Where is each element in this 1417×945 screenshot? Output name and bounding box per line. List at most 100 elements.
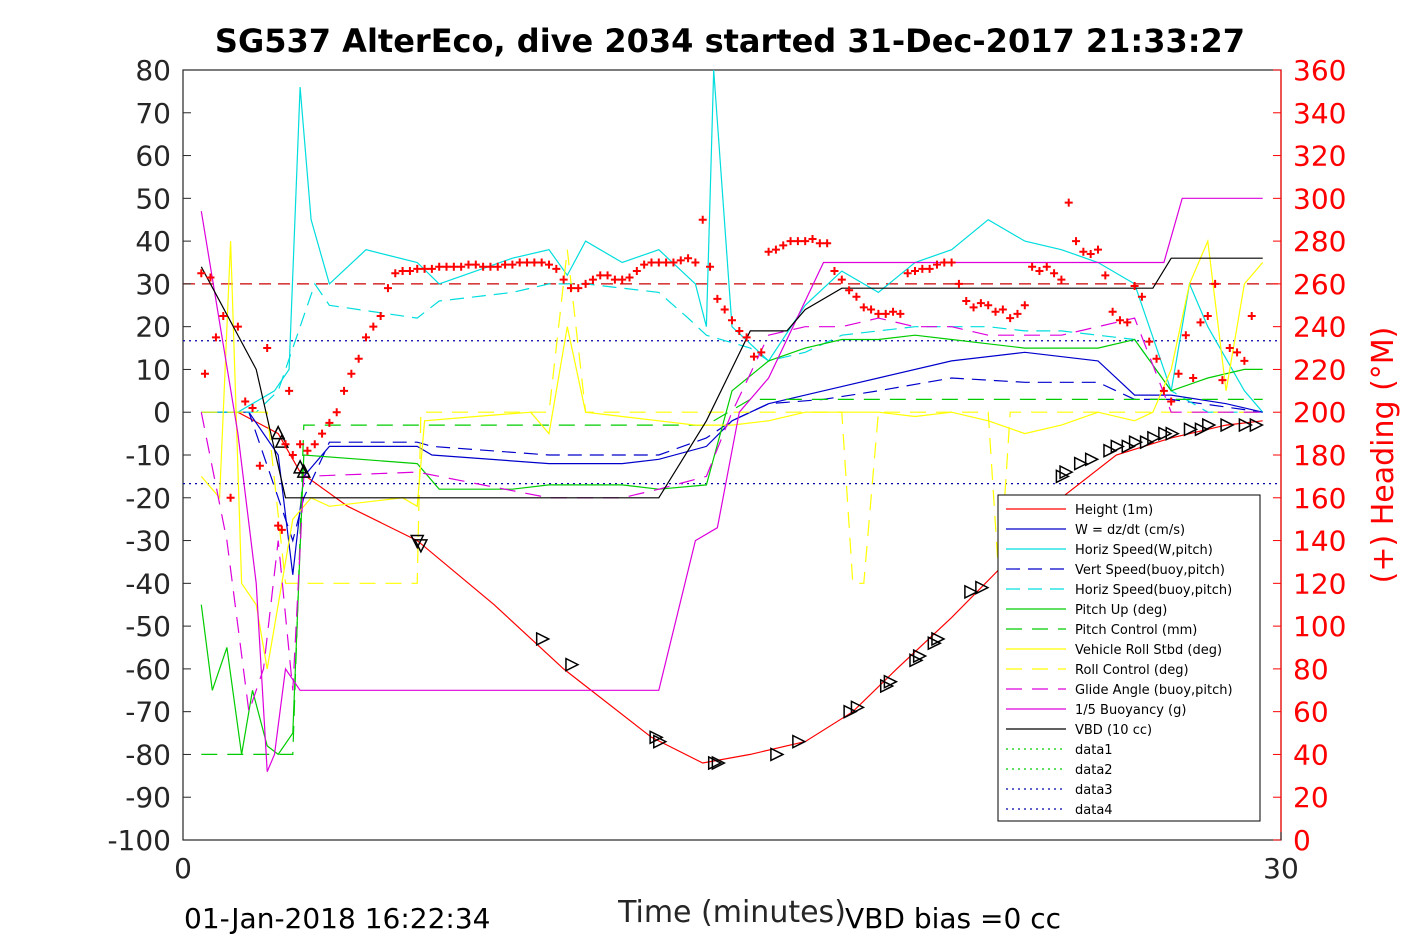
triangle-marker	[1059, 464, 1074, 480]
right-tick-label: 140	[1293, 525, 1346, 558]
heading-marker	[296, 440, 305, 449]
triangle-marker	[1073, 456, 1089, 471]
legend-label: Roll Control (deg)	[1075, 663, 1189, 678]
series-line	[200, 317, 1263, 712]
triangle-marker	[1139, 434, 1155, 450]
triangle-marker	[1194, 422, 1210, 437]
triangle-marker	[1110, 439, 1125, 454]
heading-marker	[574, 284, 583, 293]
heading-marker	[1115, 316, 1124, 325]
heading-marker	[200, 369, 209, 378]
heading-marker	[1233, 348, 1242, 357]
heading-marker	[1196, 318, 1205, 327]
heading-marker	[954, 279, 963, 288]
triangle-marker	[1202, 417, 1217, 433]
heading-marker	[691, 258, 700, 267]
series-line	[201, 282, 1263, 413]
triangle-marker	[1147, 430, 1162, 446]
series-line	[201, 351, 1263, 575]
heading-marker	[281, 440, 290, 449]
heading-marker	[1225, 344, 1234, 353]
right-tick-label: 60	[1293, 696, 1329, 729]
legend-label: W = dz/dt (cm/s)	[1075, 523, 1185, 538]
series-line	[200, 238, 1264, 670]
left-tick-label: 40	[135, 225, 171, 258]
heading-marker	[713, 294, 722, 303]
left-tick-label: -10	[125, 439, 171, 472]
left-tick-label: -100	[107, 824, 171, 857]
heading-marker	[263, 344, 272, 353]
heading-marker	[347, 369, 356, 378]
heading-marker	[449, 262, 458, 271]
heading-marker	[318, 429, 327, 438]
heading-marker	[405, 267, 414, 276]
heading-marker	[398, 267, 407, 276]
right-tick-label: 300	[1293, 182, 1346, 215]
heading-marker	[793, 237, 802, 246]
heading-marker	[1057, 275, 1066, 284]
heading-marker	[1137, 292, 1146, 301]
heading-marker	[684, 254, 693, 263]
triangle-marker	[931, 631, 946, 647]
heading-marker	[332, 408, 341, 417]
heading-marker	[640, 260, 649, 269]
heading-marker	[435, 262, 444, 271]
heading-marker	[610, 275, 619, 284]
triangle-marker	[270, 424, 286, 440]
heading-marker	[1006, 314, 1015, 323]
heading-marker	[742, 333, 751, 342]
heading-marker	[749, 352, 758, 361]
heading-marker	[618, 275, 627, 284]
heading-marker	[523, 258, 532, 267]
x-axis: 0 30	[174, 832, 1299, 885]
heading-marker	[940, 258, 949, 267]
triangle-marker	[1055, 469, 1071, 484]
left-tick-label: 30	[135, 268, 171, 301]
left-axis: 80 70 60 50 40 30 20 10 0 -10 -20 -30 -40 -50 -60 -70 -8…	[107, 54, 191, 857]
heading-marker	[537, 258, 546, 267]
series-line	[200, 334, 1263, 756]
heading-marker	[984, 301, 993, 310]
heading-marker	[859, 303, 868, 312]
heading-marker	[248, 403, 257, 412]
heading-marker	[596, 271, 605, 280]
heading-marker	[340, 386, 349, 395]
triangle-marker	[1220, 417, 1235, 433]
heading-marker	[559, 275, 568, 284]
right-tick-label: 200	[1293, 396, 1346, 429]
left-tick-label: -30	[125, 525, 171, 558]
heading-marker	[698, 215, 707, 224]
heading-marker	[285, 386, 294, 395]
heading-marker	[1079, 247, 1088, 256]
legend-label: data1	[1075, 743, 1113, 758]
right-tick-label: 340	[1293, 97, 1346, 130]
heading-marker	[369, 322, 378, 331]
heading-marker	[206, 273, 215, 282]
right-tick-label: 80	[1293, 653, 1329, 686]
heading-marker	[764, 247, 773, 256]
heading-marker	[1108, 307, 1117, 316]
heading-marker	[420, 264, 429, 273]
heading-marker	[1218, 376, 1227, 385]
heading-marker	[1174, 369, 1183, 378]
left-tick-label: 10	[135, 353, 171, 386]
triangle-marker	[1249, 417, 1265, 433]
legend-label: Glide Angle (buoy,pitch)	[1075, 683, 1233, 698]
series-line	[201, 398, 1263, 756]
legend-label: Pitch Control (mm)	[1075, 623, 1197, 638]
heading-marker	[376, 311, 385, 320]
heading-marker	[277, 525, 286, 534]
heading-marker	[219, 311, 228, 320]
heading-marker	[706, 262, 715, 271]
legend-label: Height (1m)	[1075, 503, 1153, 518]
left-tick-label: -60	[125, 653, 171, 686]
heading-marker	[288, 451, 297, 459]
legend-label: Horiz Speed(W,pitch)	[1075, 543, 1213, 558]
right-tick-label: 0	[1293, 824, 1311, 857]
heading-marker	[625, 273, 634, 282]
heading-marker	[581, 279, 590, 288]
right-tick-label: 180	[1293, 439, 1346, 472]
triangle-marker	[1238, 417, 1254, 433]
heading-marker	[669, 258, 678, 267]
heading-marker	[362, 333, 370, 342]
